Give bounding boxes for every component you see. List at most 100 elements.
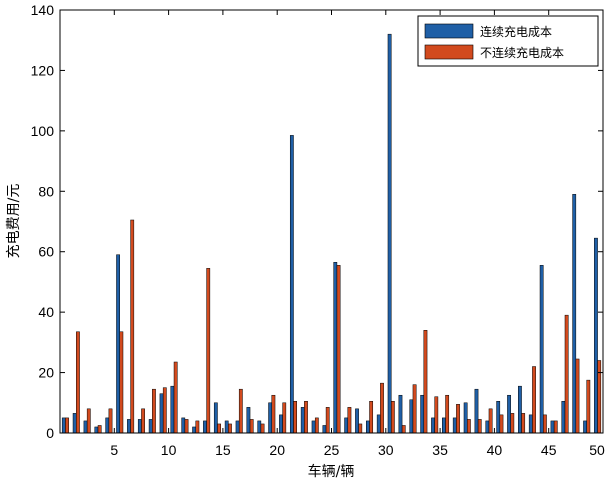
bar-discontinuous-6 — [119, 331, 124, 434]
bar-continuous-20 — [268, 402, 273, 434]
bar-discontinuous-29 — [369, 401, 374, 434]
y-tick-label-100: 100 — [31, 123, 55, 139]
bar-continuous-30 — [376, 414, 381, 434]
bar-continuous-41 — [496, 401, 501, 434]
legend-swatch-series-1 — [424, 23, 474, 39]
bar-discontinuous-44 — [532, 366, 536, 434]
x-axis-title: 车辆/辆 — [308, 463, 355, 480]
bar-discontinuous-45 — [543, 414, 547, 434]
bar-discontinuous-50 — [597, 360, 602, 434]
bar-continuous-10 — [159, 393, 164, 434]
bar-discontinuous-28 — [358, 423, 363, 434]
bar-continuous-27 — [344, 417, 349, 434]
x-tick-label-35: 35 — [432, 442, 448, 458]
bar-continuous-4 — [94, 426, 99, 434]
bar-continuous-40 — [485, 420, 490, 434]
bar-continuous-3 — [83, 420, 88, 434]
bar-continuous-34 — [420, 394, 425, 434]
y-tick-label-120: 120 — [31, 62, 55, 78]
bar-discontinuous-49 — [586, 379, 591, 434]
bar-discontinuous-1 — [65, 417, 69, 434]
bar-discontinuous-11 — [173, 361, 178, 434]
bar-continuous-35 — [431, 417, 435, 434]
legend-swatch-series-2 — [424, 44, 474, 60]
bar-discontinuous-41 — [499, 414, 504, 434]
x-tick-label-10: 10 — [161, 442, 177, 458]
bar-discontinuous-38 — [467, 419, 471, 434]
bar-discontinuous-22 — [293, 401, 297, 434]
x-tick-label-50: 50 — [589, 442, 605, 458]
bar-continuous-25 — [322, 425, 327, 434]
bar-discontinuous-19 — [260, 423, 265, 434]
legend: 连续充电成本 不连续充电成本 — [417, 15, 599, 67]
bar-continuous-15 — [213, 402, 218, 434]
bar-discontinuous-36 — [445, 394, 450, 434]
bar-continuous-37 — [452, 417, 457, 434]
bar-continuous-39 — [474, 388, 479, 434]
bar-continuous-2 — [72, 413, 77, 434]
bar-continuous-28 — [355, 408, 359, 434]
ticks-group: 0 20 40 60 80 100 120 140 5 10 15 20 25 30 35 40 45 50 — [31, 2, 605, 458]
bar-discontinuous-14 — [206, 268, 211, 434]
bar-continuous-17 — [235, 420, 240, 434]
x-tick-label-5: 5 — [110, 442, 118, 458]
bar-continuous-1 — [61, 417, 66, 434]
bar-discontinuous-4 — [97, 425, 102, 434]
bar-continuous-6 — [116, 254, 120, 434]
bar-discontinuous-20 — [271, 394, 276, 434]
bar-continuous-23 — [300, 407, 305, 434]
bar-discontinuous-16 — [228, 423, 232, 434]
bar-continuous-38 — [463, 402, 468, 434]
bar-continuous-42 — [507, 394, 511, 434]
x-tick-label-40: 40 — [487, 442, 503, 458]
legend-label-series-2: 不连续充电成本 — [480, 45, 564, 60]
bar-discontinuous-25 — [325, 407, 330, 434]
bar-continuous-18 — [246, 407, 251, 434]
bar-discontinuous-18 — [249, 419, 254, 434]
bar-discontinuous-3 — [86, 408, 91, 434]
bar-continuous-36 — [442, 417, 446, 434]
bar-discontinuous-46 — [553, 420, 558, 434]
y-tick-label-140: 140 — [31, 2, 55, 18]
bar-discontinuous-48 — [575, 358, 580, 434]
bar-continuous-45 — [539, 265, 544, 434]
bar-discontinuous-21 — [282, 402, 287, 434]
bar-continuous-22 — [289, 135, 294, 434]
x-tick-label-45: 45 — [541, 442, 557, 458]
bar-continuous-31 — [387, 33, 392, 434]
bar-continuous-50 — [594, 237, 598, 434]
bar-continuous-32 — [398, 394, 403, 434]
bar-discontinuous-39 — [477, 419, 482, 434]
bar-discontinuous-30 — [380, 382, 384, 434]
bar-continuous-29 — [366, 420, 370, 434]
bar-continuous-7 — [127, 419, 131, 434]
bar-continuous-44 — [528, 414, 533, 434]
bar-continuous-11 — [170, 385, 175, 434]
legend-label-series-1: 连续充电成本 — [480, 24, 552, 39]
bar-continuous-21 — [279, 414, 283, 434]
bar-continuous-49 — [583, 420, 587, 434]
bar-continuous-13 — [192, 426, 197, 434]
bar-continuous-16 — [224, 420, 229, 434]
y-tick-label-0: 0 — [46, 425, 54, 441]
bar-discontinuous-40 — [488, 408, 493, 434]
x-tick-label-30: 30 — [378, 442, 394, 458]
bar-discontinuous-23 — [304, 401, 308, 434]
bar-discontinuous-2 — [76, 331, 80, 434]
bar-discontinuous-9 — [152, 388, 156, 434]
bar-continuous-48 — [572, 194, 577, 434]
bar-discontinuous-7 — [130, 219, 135, 434]
bar-discontinuous-31 — [390, 401, 395, 434]
bar-discontinuous-10 — [162, 387, 167, 434]
y-tick-label-80: 80 — [38, 183, 54, 199]
bar-discontinuous-12 — [184, 419, 189, 434]
bar-continuous-33 — [409, 399, 414, 434]
bar-discontinuous-13 — [195, 420, 200, 434]
bar-discontinuous-42 — [510, 413, 515, 434]
x-tick-label-25: 25 — [324, 442, 340, 458]
bar-discontinuous-43 — [521, 413, 526, 434]
bar-discontinuous-8 — [141, 408, 145, 434]
bar-continuous-5 — [105, 417, 110, 434]
